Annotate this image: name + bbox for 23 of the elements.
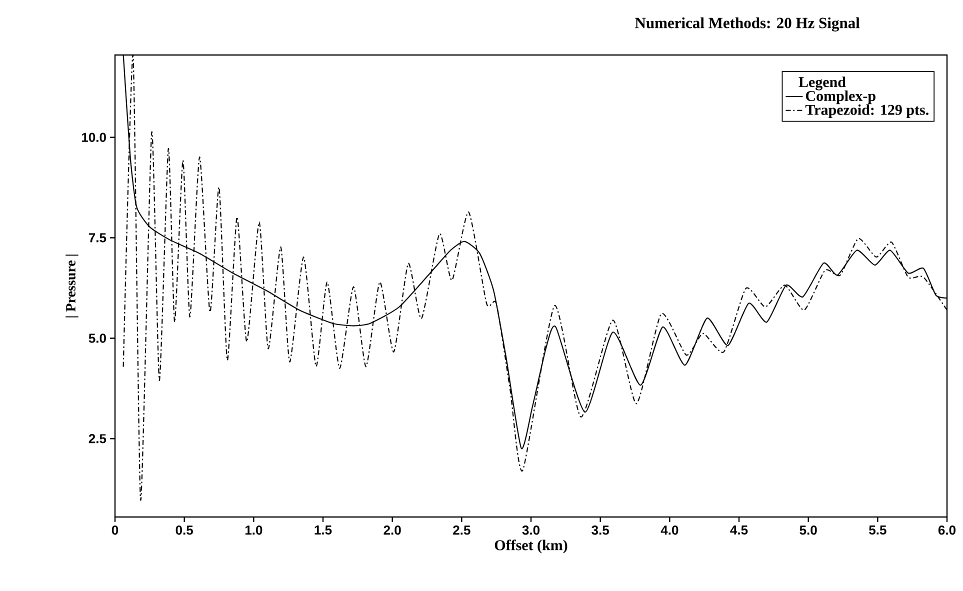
x-tick-label: 6.0 bbox=[938, 526, 956, 535]
x-tick-label: 1.0 bbox=[245, 526, 262, 535]
x-tick-label: 4.0 bbox=[660, 526, 678, 535]
legend-label: Complex-p bbox=[806, 90, 876, 104]
y-tick-label: 2.5 bbox=[88, 434, 106, 444]
y-tick-label: 7.5 bbox=[88, 233, 106, 242]
x-tick-label: 3.5 bbox=[592, 526, 610, 535]
x-tick-label: 2.0 bbox=[384, 526, 401, 535]
y-tick-label: 10.0 bbox=[82, 132, 106, 142]
y-tick-label: 5.0 bbox=[88, 334, 106, 343]
x-tick-label: 0.5 bbox=[176, 526, 194, 535]
x-tick-label: 4.5 bbox=[730, 526, 748, 535]
x-tick-label: 2.5 bbox=[453, 526, 470, 535]
chart-title: Numerical Methods: 20 Hz Signal bbox=[635, 17, 860, 32]
x-tick-label: 0 bbox=[112, 526, 118, 535]
x-tick-label: 1.5 bbox=[314, 526, 332, 535]
x-axis-title: Offset (km) bbox=[494, 540, 568, 554]
legend-title: Legend bbox=[798, 76, 846, 90]
x-tick-label: 5.0 bbox=[800, 526, 817, 535]
y-axis-title: | Pressure | bbox=[66, 254, 78, 318]
legend-label: Trapezoid: 129 pts. bbox=[805, 104, 928, 118]
x-tick-label: 3.0 bbox=[522, 526, 540, 535]
x-tick-label: 5.5 bbox=[869, 526, 886, 535]
